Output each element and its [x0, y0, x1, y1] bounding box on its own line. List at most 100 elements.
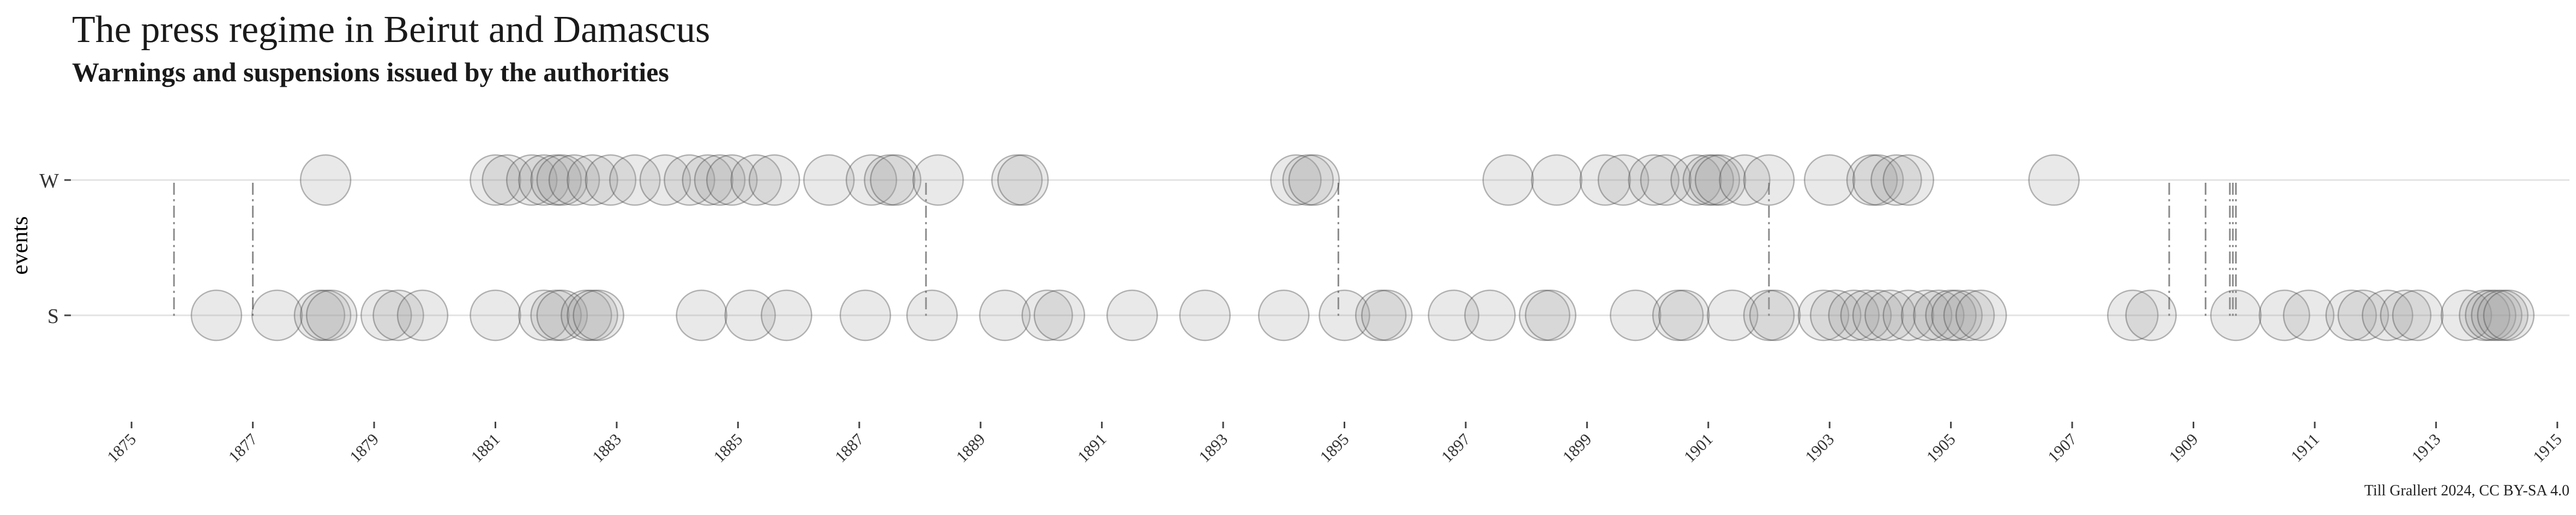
data-point-s [360, 289, 412, 342]
data-point-w [870, 154, 922, 206]
data-point-w [1579, 154, 1631, 206]
data-point-s [1864, 289, 1916, 342]
data-point-w [1688, 154, 1741, 206]
data-point-w [585, 154, 637, 206]
credit-text: Till Grallert 2024, CC BY-SA 4.0 [2364, 482, 2569, 499]
data-point-s [1179, 289, 1231, 342]
data-point-w [864, 154, 916, 206]
data-point-w [682, 154, 733, 206]
x-tick-label: 1893 [1195, 430, 1231, 466]
data-point-s [1931, 289, 1983, 342]
data-point-s [1519, 289, 1570, 342]
data-point-w [536, 154, 588, 206]
data-point-s [396, 289, 449, 342]
y-tick-label-w: W [39, 170, 59, 193]
data-point-s [251, 289, 303, 342]
x-tick-label: 1909 [2166, 430, 2202, 466]
data-point-w [706, 154, 758, 206]
data-point-s [2459, 289, 2511, 342]
data-point-s [1652, 289, 1704, 342]
data-point-w [1531, 154, 1582, 206]
data-point-s [1258, 289, 1310, 342]
data-point-s [1319, 289, 1370, 342]
data-point-s [518, 289, 570, 342]
data-point-s [536, 289, 588, 342]
x-tick-label: 1905 [1923, 430, 1959, 466]
data-point-s [561, 289, 612, 342]
x-tick-label: 1911 [2288, 430, 2323, 466]
data-point-w [1852, 154, 1904, 206]
data-point-w [530, 154, 582, 206]
data-point-s [1355, 289, 1407, 342]
x-tick-label: 1883 [589, 430, 625, 466]
data-point-w [1628, 154, 1680, 206]
data-point-w [664, 154, 715, 206]
data-point-w [609, 154, 661, 206]
data-point-s [372, 289, 424, 342]
data-point-w [505, 154, 558, 206]
data-point-s [470, 289, 521, 342]
data-point-w [991, 154, 1043, 206]
data-point-s [839, 289, 892, 342]
data-point-s [2337, 289, 2390, 342]
point-layer [190, 154, 2535, 342]
x-tick-label: 1885 [711, 430, 747, 466]
data-point-s [1955, 289, 2007, 342]
chart-subtitle: Warnings and suspensions issued by the a… [72, 57, 669, 87]
data-point-s [1707, 289, 1759, 342]
x-tick-label: 1881 [468, 430, 504, 466]
data-point-s [2283, 289, 2335, 342]
data-point-s [2392, 289, 2444, 342]
x-tick-label: 1915 [2530, 430, 2566, 466]
data-point-s [1840, 289, 1892, 342]
data-point-w [548, 154, 600, 206]
data-point-s [573, 289, 624, 342]
data-point-w [518, 154, 570, 206]
data-point-w [639, 154, 691, 206]
data-point-s [2107, 289, 2159, 342]
data-point-s [2259, 289, 2310, 342]
data-point-w [730, 154, 782, 206]
data-point-s [1361, 289, 1413, 342]
data-point-s [979, 289, 1031, 342]
data-point-w [803, 154, 855, 206]
data-point-s [1797, 289, 1850, 342]
data-point-s [2210, 289, 2262, 342]
data-point-w [1803, 154, 1856, 206]
data-point-s [906, 289, 958, 342]
data-point-s [676, 289, 727, 342]
x-tick-label: 1903 [1802, 430, 1838, 466]
data-point-s [2477, 289, 2529, 342]
data-point-s [1900, 289, 1953, 342]
data-point-w [1597, 154, 1650, 206]
data-point-s [2440, 289, 2493, 342]
data-point-w [470, 154, 521, 206]
data-point-s [299, 289, 352, 342]
data-point-w [694, 154, 746, 206]
data-point-s [1925, 289, 1977, 342]
data-point-s [2465, 289, 2517, 342]
data-point-w [567, 154, 618, 206]
data-point-s [1021, 289, 1073, 342]
x-tick-label: 1879 [346, 430, 382, 466]
data-point-s [530, 289, 582, 342]
data-point-s [2483, 289, 2535, 342]
data-point-s [1428, 289, 1479, 342]
grid-layer [71, 179, 2569, 316]
data-point-w [482, 154, 533, 206]
data-point-s [567, 289, 618, 342]
data-point-w [912, 154, 964, 206]
x-tick-label: 1895 [1317, 430, 1353, 466]
data-point-s [2362, 289, 2414, 342]
x-tick-label: 1913 [2409, 430, 2445, 466]
data-point-s [1749, 289, 1801, 342]
data-point-w [1670, 154, 1722, 206]
data-point-s [1882, 289, 1935, 342]
data-point-s [1106, 289, 1158, 342]
data-point-w [1870, 154, 1922, 206]
data-point-w [1719, 154, 1771, 206]
data-point-s [1610, 289, 1662, 342]
data-point-w [748, 154, 801, 206]
data-point-w [1640, 154, 1692, 206]
x-tick-label: 1875 [104, 430, 140, 466]
